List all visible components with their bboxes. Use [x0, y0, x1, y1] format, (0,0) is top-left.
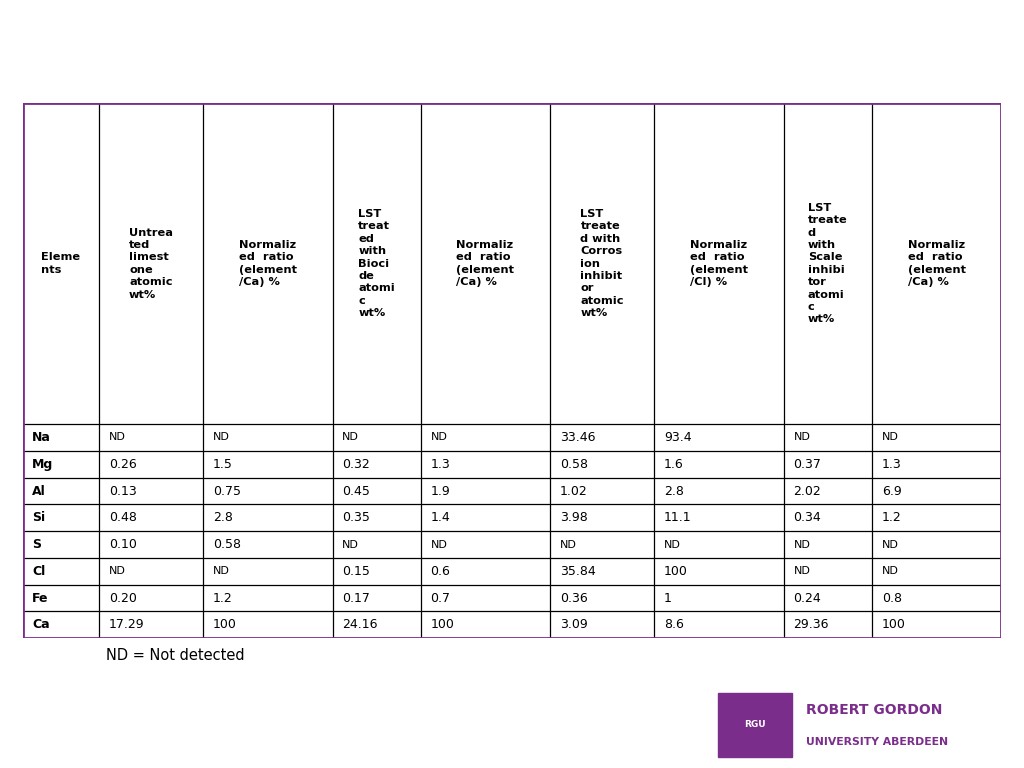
Text: Untrea
ted
limest
one
atomic
wt%: Untrea ted limest one atomic wt%: [129, 227, 173, 300]
Text: 1.3: 1.3: [882, 458, 901, 471]
Text: ND: ND: [882, 540, 899, 550]
Text: ND: ND: [109, 566, 126, 576]
Text: Normaliz
ed  ratio
(element
/Ca) %: Normaliz ed ratio (element /Ca) %: [457, 240, 514, 287]
Text: 8.6: 8.6: [665, 618, 684, 631]
Text: 0.10: 0.10: [109, 538, 136, 551]
Text: 35.84: 35.84: [560, 564, 596, 578]
Text: UNIVERSITY ABERDEEN: UNIVERSITY ABERDEEN: [806, 737, 948, 747]
Text: 93.4: 93.4: [665, 431, 691, 444]
Text: 3.98: 3.98: [560, 511, 588, 525]
Text: ND: ND: [560, 540, 577, 550]
Text: 29.36: 29.36: [794, 618, 829, 631]
Text: 3.09: 3.09: [560, 618, 588, 631]
Text: ND: ND: [430, 432, 447, 442]
Text: 2.8: 2.8: [213, 511, 232, 525]
Text: Fe: Fe: [33, 591, 49, 604]
Text: 0.58: 0.58: [560, 458, 588, 471]
Text: ND: ND: [794, 432, 810, 442]
Text: 2.8: 2.8: [665, 485, 684, 498]
Text: ND: ND: [882, 432, 899, 442]
Text: 0.7: 0.7: [430, 591, 451, 604]
Text: 0.75: 0.75: [213, 485, 241, 498]
Text: S: S: [33, 538, 41, 551]
Text: 2.02: 2.02: [794, 485, 821, 498]
Text: 24.16: 24.16: [342, 618, 378, 631]
Text: 0.17: 0.17: [342, 591, 371, 604]
Text: ND: ND: [430, 540, 447, 550]
Text: Normaliz
ed  ratio
(element
/Ca) %: Normaliz ed ratio (element /Ca) %: [907, 240, 966, 287]
Text: 0.45: 0.45: [342, 485, 371, 498]
Text: 0.26: 0.26: [109, 458, 136, 471]
Text: 0.20: 0.20: [109, 591, 136, 604]
Text: Na: Na: [33, 431, 51, 444]
Text: 1.2: 1.2: [213, 591, 232, 604]
Text: 100: 100: [213, 618, 237, 631]
Text: ND: ND: [882, 566, 899, 576]
Text: ND: ND: [342, 432, 359, 442]
Text: 1.4: 1.4: [430, 511, 451, 525]
Text: 1.9: 1.9: [430, 485, 451, 498]
Text: 1.02: 1.02: [560, 485, 588, 498]
Text: 0.36: 0.36: [560, 591, 588, 604]
Text: 0.24: 0.24: [794, 591, 821, 604]
Text: 100: 100: [882, 618, 905, 631]
Text: Si: Si: [33, 511, 45, 525]
Text: Ca: Ca: [33, 618, 50, 631]
Text: ND: ND: [665, 540, 681, 550]
Text: 0.6: 0.6: [430, 564, 451, 578]
Text: 0.35: 0.35: [342, 511, 371, 525]
Text: 11.1: 11.1: [665, 511, 691, 525]
Text: 1.3: 1.3: [430, 458, 451, 471]
FancyBboxPatch shape: [718, 694, 792, 756]
Text: 0.8: 0.8: [882, 591, 902, 604]
Text: ND: ND: [213, 432, 229, 442]
Text: 1.5: 1.5: [213, 458, 232, 471]
Text: 17.29: 17.29: [109, 618, 144, 631]
Text: ROBERT GORDON: ROBERT GORDON: [806, 703, 942, 717]
Text: 1: 1: [665, 591, 672, 604]
Text: 0.48: 0.48: [109, 511, 136, 525]
Text: LST
treate
d
with
Scale
inhibi
tor
atomi
c
wt%: LST treate d with Scale inhibi tor atomi…: [808, 203, 848, 324]
Text: Eleme
nts: Eleme nts: [41, 253, 80, 275]
Text: 33.46: 33.46: [560, 431, 596, 444]
Text: ND: ND: [342, 540, 359, 550]
Text: ND: ND: [794, 566, 810, 576]
Text: Normaliz
ed  ratio
(element
/Ca) %: Normaliz ed ratio (element /Ca) %: [239, 240, 297, 287]
Text: ND: ND: [794, 540, 810, 550]
Text: 1.6: 1.6: [665, 458, 684, 471]
Text: 100: 100: [665, 564, 688, 578]
Text: ND: ND: [109, 432, 126, 442]
Text: LST
treate
d with
Corros
ion
inhibit
or
atomic
wt%: LST treate d with Corros ion inhibit or …: [581, 209, 624, 318]
Text: 6.9: 6.9: [882, 485, 901, 498]
Text: 0.13: 0.13: [109, 485, 136, 498]
Text: ND = Not detected: ND = Not detected: [105, 648, 245, 664]
Text: ND: ND: [213, 566, 229, 576]
Text: 0.15: 0.15: [342, 564, 371, 578]
Text: 0.37: 0.37: [794, 458, 821, 471]
Text: Elemental composition of the limestone using EDX: Elemental composition of the limestone u…: [26, 31, 976, 67]
Text: 0.34: 0.34: [794, 511, 821, 525]
Text: Normaliz
ed  ratio
(element
/Cl) %: Normaliz ed ratio (element /Cl) %: [690, 240, 749, 287]
Text: 1.2: 1.2: [882, 511, 901, 525]
Text: RGU: RGU: [743, 720, 766, 730]
Text: 100: 100: [430, 618, 455, 631]
Text: Cl: Cl: [33, 564, 45, 578]
Text: 0.32: 0.32: [342, 458, 370, 471]
Text: Mg: Mg: [33, 458, 53, 471]
FancyBboxPatch shape: [712, 689, 1014, 761]
Text: LST
treat
ed
with
Bioci
de
atomi
c
wt%: LST treat ed with Bioci de atomi c wt%: [358, 209, 395, 318]
Text: Al: Al: [33, 485, 46, 498]
Text: 0.58: 0.58: [213, 538, 241, 551]
